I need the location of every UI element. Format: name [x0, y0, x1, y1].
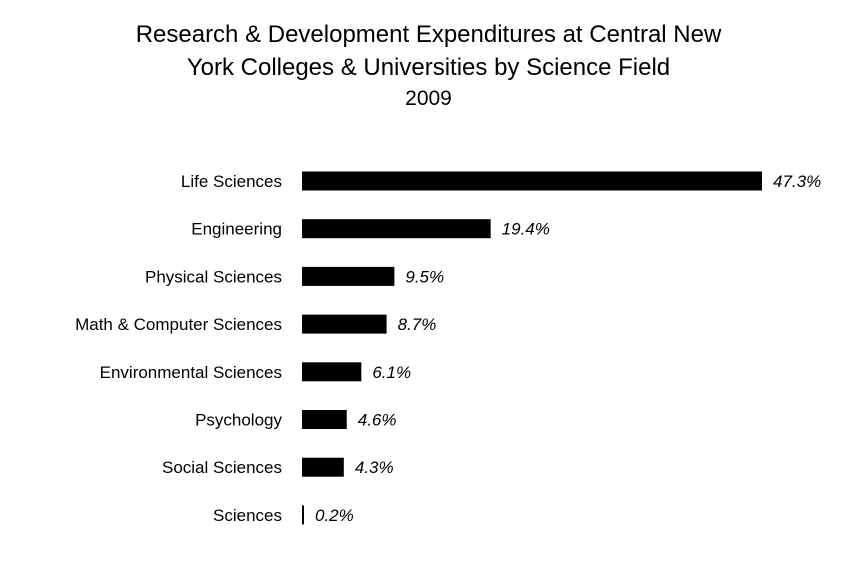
value-label: 6.1%: [372, 363, 411, 382]
category-label: Math & Computer Sciences: [75, 315, 282, 334]
bar: [302, 314, 387, 334]
category-label: Engineering: [191, 220, 282, 239]
bar: [302, 505, 304, 525]
value-label: 8.7%: [398, 315, 437, 334]
chart-subtitle: 2009: [405, 87, 452, 110]
value-label: 4.3%: [355, 458, 394, 477]
chart-title-block: Research & Development Expenditures at C…: [0, 18, 857, 114]
category-label: Environmental Sciences: [100, 363, 282, 382]
bar: [302, 266, 395, 286]
value-label: 9.5%: [405, 267, 444, 286]
chart-title-line-2: York Colleges & Universities by Science …: [186, 54, 671, 81]
value-label: 0.2%: [315, 506, 354, 525]
category-label: Physical Sciences: [145, 267, 282, 286]
bar: [302, 362, 362, 382]
category-label: Life Sciences: [181, 172, 282, 191]
bar: [302, 219, 491, 239]
value-label: 19.4%: [502, 220, 550, 239]
bar: [302, 457, 344, 477]
bar: [302, 410, 347, 429]
value-label: 4.6%: [358, 411, 397, 430]
category-label: Psychology: [195, 411, 282, 430]
category-label: Sciences: [213, 506, 282, 525]
bar: [302, 171, 762, 191]
chart-title-line-1: Research & Development Expenditures at C…: [135, 21, 722, 48]
value-label: 47.3%: [773, 172, 821, 191]
category-label: Social Sciences: [162, 458, 282, 477]
